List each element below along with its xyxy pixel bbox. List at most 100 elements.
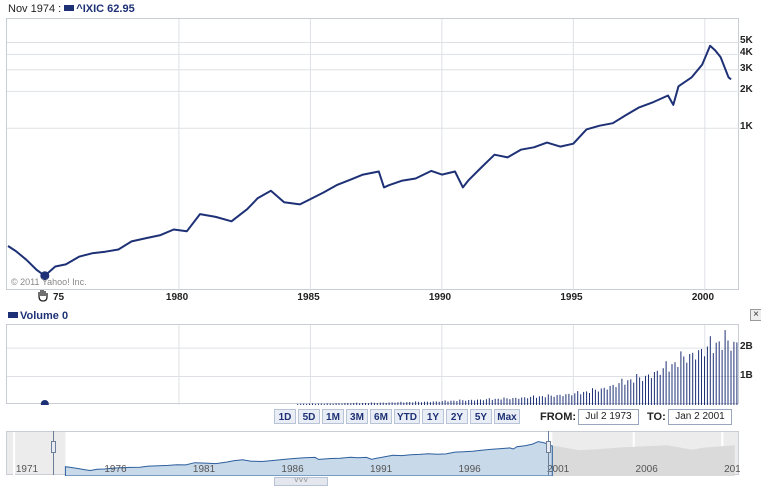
volume-bar xyxy=(524,397,526,405)
navigator-left-handle[interactable] xyxy=(51,431,57,475)
x-tick-label: 1995 xyxy=(560,292,583,303)
volume-bar xyxy=(580,394,582,405)
volume-bar xyxy=(701,349,702,405)
volume-bar xyxy=(609,385,611,405)
to-date-input[interactable]: Jan 2 2001 xyxy=(668,409,732,425)
range-button-2y[interactable]: 2Y xyxy=(446,409,468,424)
navigator-year-label: 2006 xyxy=(636,464,659,475)
volume-bar xyxy=(636,374,638,405)
navigator-year-label: 2001 xyxy=(547,464,570,475)
x-tick-label: 1990 xyxy=(428,292,452,303)
volume-bar xyxy=(447,401,449,405)
hand-cursor-icon xyxy=(36,288,50,302)
price-legend: Nov 1974 : ^IXIC 62.95 xyxy=(8,3,135,15)
volume-bar xyxy=(471,399,473,405)
volume-bar xyxy=(403,402,405,405)
volume-bar xyxy=(435,401,437,405)
range-button-5d[interactable]: 5D xyxy=(298,409,320,424)
from-date-input[interactable]: Jul 2 1973 xyxy=(578,409,639,425)
volume-bar xyxy=(718,341,720,405)
volume-legend-label: Volume xyxy=(20,310,59,322)
legend-date: Nov 1974 : xyxy=(8,3,62,15)
range-button-1m[interactable]: 1M xyxy=(322,409,344,424)
volume-tick-label: 1B xyxy=(740,369,753,381)
close-volume-button[interactable]: × xyxy=(750,309,761,321)
volume-bar xyxy=(630,379,632,405)
volume-bar xyxy=(456,401,458,405)
volume-bar xyxy=(589,393,590,405)
volume-bar xyxy=(715,342,717,405)
volume-bar xyxy=(724,330,726,405)
navigator-year-label: 1981 xyxy=(193,464,216,475)
volume-bar xyxy=(538,396,540,405)
range-button-1y[interactable]: 1Y xyxy=(422,409,444,424)
volume-bar xyxy=(365,403,366,405)
range-button-ytd[interactable]: YTD xyxy=(394,409,420,424)
navigator-panel[interactable]: 1971 1976 1981 1986 1991 1996 2001 2006 2011 xyxy=(6,431,740,476)
volume-bar xyxy=(450,400,452,405)
range-button-5y[interactable]: 5Y xyxy=(470,409,492,424)
volume-chart-panel[interactable] xyxy=(6,324,740,405)
volume-bar xyxy=(668,371,670,405)
price-series-line xyxy=(7,44,732,277)
volume-bar xyxy=(553,396,555,405)
y-tick-label: 4K xyxy=(740,47,753,59)
volume-bar xyxy=(547,394,549,405)
volume-bar xyxy=(642,381,644,405)
price-chart-panel[interactable]: © 2011 Yahoo! Inc. xyxy=(6,18,740,291)
volume-bar xyxy=(297,404,299,405)
volume-bar xyxy=(444,400,446,405)
volume-swatch-icon xyxy=(8,312,18,318)
range-button-3m[interactable]: 3M xyxy=(346,409,368,424)
volume-bar xyxy=(615,387,617,405)
volume-bar xyxy=(612,384,614,405)
volume-bar xyxy=(353,403,355,405)
navigator-year-label: 1996 xyxy=(458,464,481,475)
volume-bar xyxy=(727,340,729,405)
volume-bar xyxy=(397,402,399,405)
volume-bar xyxy=(477,399,478,405)
copyright-text: © 2011 Yahoo! Inc. xyxy=(11,277,87,287)
volume-bar xyxy=(415,401,417,405)
volume-bar xyxy=(356,402,358,405)
volume-bar xyxy=(565,394,567,405)
volume-bar xyxy=(600,388,602,405)
volume-bar xyxy=(482,400,484,405)
range-button-1d[interactable]: 1D xyxy=(274,409,296,424)
volume-bar xyxy=(518,398,520,405)
volume-bar xyxy=(368,403,369,405)
volume-bar xyxy=(359,403,361,405)
volume-bar xyxy=(541,396,543,405)
volume-bar xyxy=(312,403,313,405)
volume-bar xyxy=(562,396,564,405)
from-label: FROM: xyxy=(540,411,577,423)
volume-bar xyxy=(488,398,490,405)
volume-legend-value: 0 xyxy=(61,310,69,322)
volume-bar xyxy=(329,403,331,405)
volume-bar xyxy=(603,387,605,405)
volume-bar xyxy=(648,374,649,405)
volume-bar xyxy=(574,393,576,405)
volume-bar xyxy=(544,397,546,405)
volume-bar xyxy=(665,361,667,405)
volume-bar xyxy=(712,353,714,405)
x-tick-label: 1980 xyxy=(165,292,189,303)
navigator-scroll-grip[interactable]: ˅˅˅ xyxy=(274,477,328,486)
volume-bar xyxy=(341,403,343,405)
volume-bar xyxy=(571,395,573,405)
navigator-right-handle[interactable] xyxy=(546,431,552,475)
range-button-max[interactable]: Max xyxy=(494,409,520,424)
volume-bar xyxy=(300,403,302,405)
volume-bar xyxy=(362,403,364,405)
range-button-6m[interactable]: 6M xyxy=(370,409,392,424)
volume-bar xyxy=(385,402,387,405)
volume-bar xyxy=(659,374,661,405)
volume-bar xyxy=(653,372,655,405)
volume-bar xyxy=(559,394,561,405)
x-tick-label: 75 xyxy=(53,292,65,303)
volume-bar xyxy=(462,400,464,405)
volume-bar xyxy=(382,402,384,405)
volume-bar xyxy=(509,399,511,405)
volume-bar xyxy=(344,403,346,405)
navigator-svg: 1971 1976 1981 1986 1991 1996 2001 2006 2011 xyxy=(13,432,740,476)
